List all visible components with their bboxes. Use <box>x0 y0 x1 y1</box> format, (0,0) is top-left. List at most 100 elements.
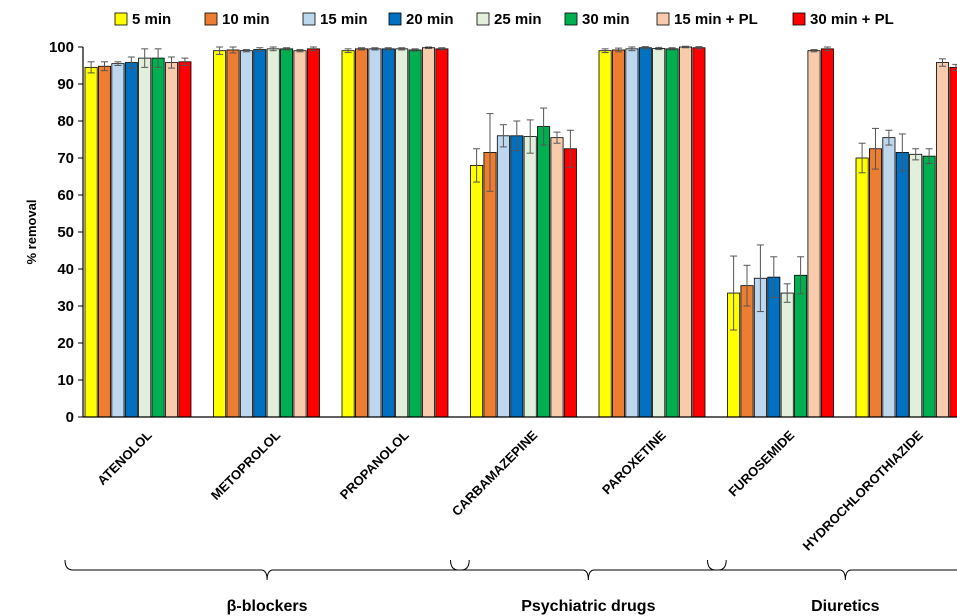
legend-swatch <box>204 12 218 26</box>
group-brace <box>450 559 727 581</box>
y-tick-label: 40 <box>57 261 74 278</box>
bar <box>869 148 883 418</box>
bar <box>306 48 320 418</box>
x-tick-label: CARBAMAZEPINE <box>449 427 541 519</box>
bar <box>523 136 537 418</box>
bar <box>408 49 422 418</box>
x-tick-label: FUROSEMIDE <box>725 427 797 499</box>
bar <box>895 152 909 418</box>
bar <box>598 50 612 418</box>
group-label: β-blockers <box>227 598 308 615</box>
bar <box>98 65 112 418</box>
bar <box>124 62 138 418</box>
bar <box>922 155 936 418</box>
bar <box>537 126 551 418</box>
bar <box>421 47 435 418</box>
y-tick-label: 10 <box>57 372 74 389</box>
bar <box>625 48 639 418</box>
y-tick-label: 100 <box>49 39 74 56</box>
bar <box>213 50 227 418</box>
bar <box>496 135 510 418</box>
y-tick-label: 90 <box>57 76 74 93</box>
legend-entry: 20 min <box>406 11 454 28</box>
x-tick-label: ATENOLOL <box>94 427 155 488</box>
bar <box>341 50 355 418</box>
bar <box>820 48 834 418</box>
legend-entry: 30 min <box>582 11 630 28</box>
bar <box>178 61 192 418</box>
legend-entry: 15 min <box>320 11 368 28</box>
y-tick-label: 50 <box>57 224 74 241</box>
bar <box>381 48 395 418</box>
legend-swatch <box>564 12 578 26</box>
bar <box>909 153 923 418</box>
y-tick-label: 80 <box>57 113 74 130</box>
category-groups: β-blockers Psychiatric drugs Diuretics <box>64 559 957 615</box>
bar <box>882 137 896 418</box>
group-label: Psychiatric drugs <box>521 598 655 615</box>
bar <box>807 50 821 418</box>
bar <box>638 47 652 418</box>
bar <box>151 57 165 418</box>
bar <box>510 135 524 418</box>
bar <box>794 274 808 418</box>
bar <box>226 49 240 418</box>
x-tick-label: METOPROLOL <box>208 427 283 502</box>
bar <box>563 148 577 418</box>
bar <box>652 48 666 418</box>
y-tick-label: 70 <box>57 150 74 167</box>
bar <box>692 47 706 418</box>
legend-swatch <box>114 12 128 26</box>
bars <box>84 45 957 418</box>
bar <box>767 276 781 418</box>
bar <box>395 48 409 418</box>
bar <box>665 48 679 418</box>
legend-entry: 10 min <box>222 11 270 28</box>
bar <box>855 157 869 418</box>
legend-entry: 30 min + PL <box>810 11 894 28</box>
bar <box>164 62 178 418</box>
bar <box>936 62 950 418</box>
legend-swatch <box>388 12 402 26</box>
bar <box>368 48 382 418</box>
legend-swatch <box>302 12 316 26</box>
legend-swatch <box>476 12 490 26</box>
group-brace <box>707 559 957 581</box>
bar <box>612 49 626 418</box>
x-axis: ATENOLOL METOPROLOL PROPANOLOL CARBAMAZEPIN… <box>83 416 957 554</box>
legend-entry: 5 min <box>132 11 171 28</box>
bar <box>679 46 693 418</box>
y-axis-label: % removal <box>24 199 39 264</box>
bar <box>550 137 564 418</box>
bar <box>483 152 497 418</box>
y-axis: 0 10 20 30 40 50 60 70 80 90 100 <box>49 39 84 426</box>
group-label: Diuretics <box>811 598 880 615</box>
bar <box>84 66 98 418</box>
y-tick-label: 30 <box>57 298 74 315</box>
legend: 5 min 10 min 15 min 20 min 25 min 30 min 15 mi… <box>114 11 894 28</box>
legend-swatch <box>656 12 670 26</box>
legend-entry: 15 min + PL <box>674 11 758 28</box>
bar <box>280 48 294 418</box>
bar <box>253 49 267 418</box>
group-brace <box>64 559 470 581</box>
legend-entry: 25 min <box>494 11 542 28</box>
bar <box>949 66 957 418</box>
y-tick-label: 60 <box>57 187 74 204</box>
bar <box>138 57 152 418</box>
x-tick-label: PROPANOLOL <box>337 427 412 502</box>
bar <box>293 50 307 418</box>
bar <box>111 63 125 418</box>
y-tick-label: 20 <box>57 335 74 352</box>
bar <box>470 164 484 418</box>
x-tick-label: PAROXETINE <box>599 427 669 497</box>
bar <box>239 50 253 418</box>
legend-swatch <box>792 12 806 26</box>
bar <box>435 48 449 418</box>
y-tick-label: 0 <box>66 409 74 426</box>
bar <box>266 48 280 418</box>
bar <box>780 292 794 418</box>
bar <box>354 48 368 418</box>
x-tick-label: HYDROCHLOROTHIAZIDE <box>800 427 926 553</box>
